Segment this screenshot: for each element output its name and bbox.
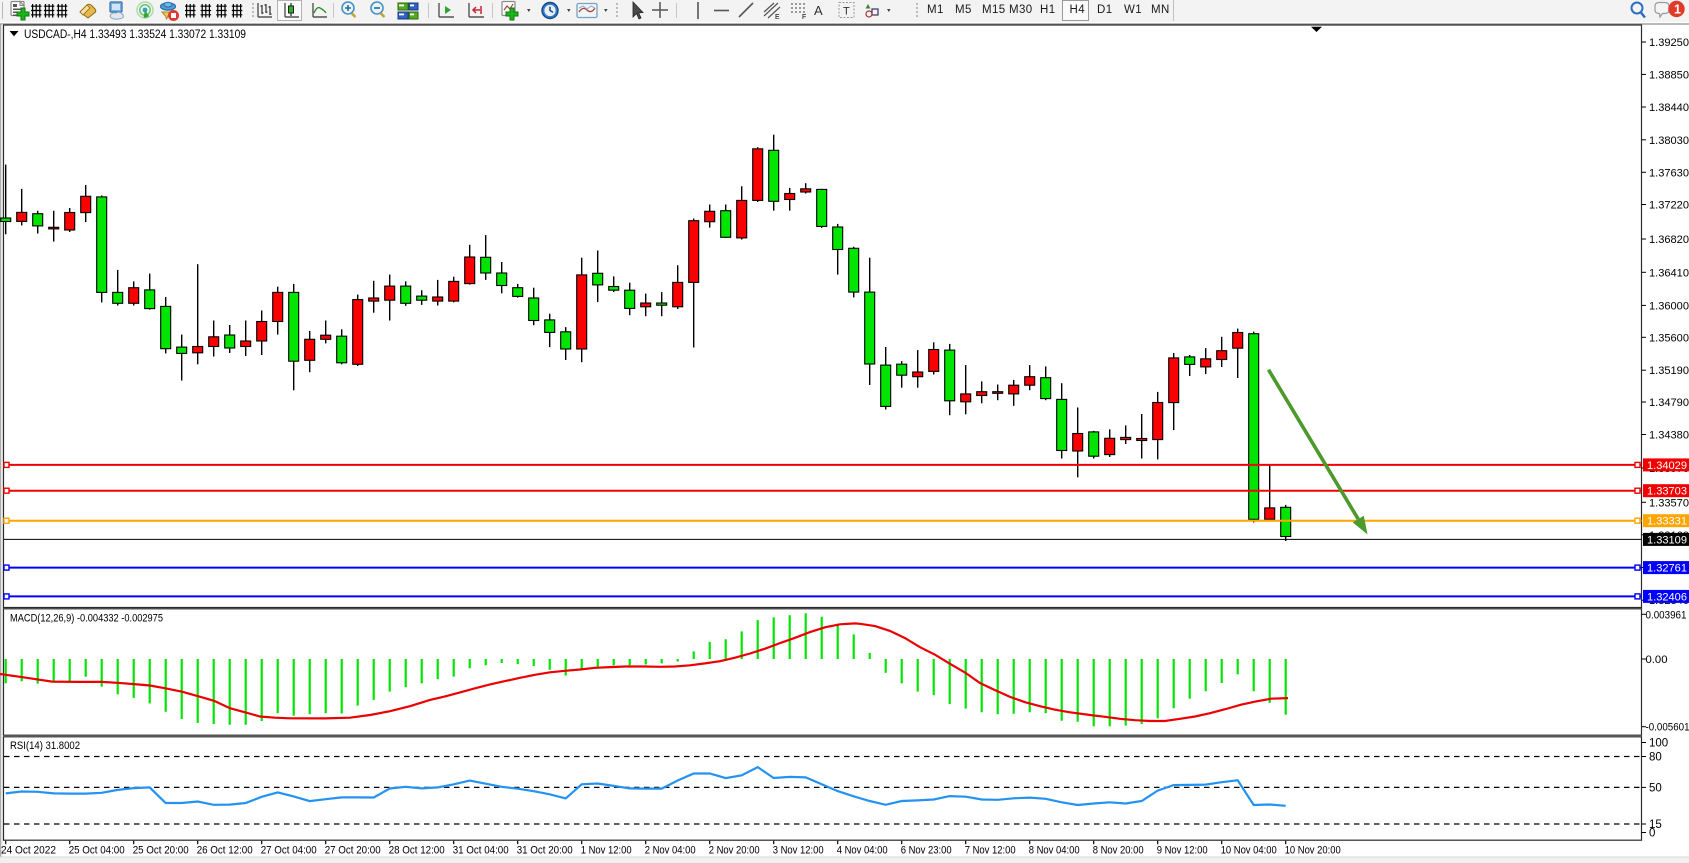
svg-text:8 Nov 04:00: 8 Nov 04:00 bbox=[1029, 845, 1080, 857]
svg-text:31 Oct 04:00: 31 Oct 04:00 bbox=[453, 845, 509, 857]
svg-text:1.34380: 1.34380 bbox=[1649, 430, 1689, 442]
svg-text:MACD(12,26,9) -0.004332 -0.002: MACD(12,26,9) -0.004332 -0.002975 bbox=[10, 613, 163, 625]
svg-text:0.003961: 0.003961 bbox=[1646, 609, 1687, 621]
svg-text:31 Oct 20:00: 31 Oct 20:00 bbox=[517, 845, 573, 857]
svg-text:2 Nov 04:00: 2 Nov 04:00 bbox=[645, 845, 696, 857]
svg-text:F: F bbox=[802, 14, 806, 21]
svg-text:3 Nov 12:00: 3 Nov 12:00 bbox=[773, 845, 824, 857]
svg-text:E: E bbox=[775, 14, 780, 21]
svg-text:1.38440: 1.38440 bbox=[1649, 102, 1689, 114]
svg-text:27 Oct 04:00: 27 Oct 04:00 bbox=[261, 845, 317, 857]
svg-text:1.32761: 1.32761 bbox=[1647, 563, 1687, 575]
svg-text:1.38030: 1.38030 bbox=[1649, 135, 1689, 147]
svg-text:1.39250: 1.39250 bbox=[1649, 37, 1689, 49]
svg-text:26 Oct 12:00: 26 Oct 12:00 bbox=[197, 845, 253, 857]
svg-text:USDCAD-,H4 1.33493 1.33524 1.: USDCAD-,H4 1.33493 1.33524 1.33072 1.331… bbox=[24, 27, 246, 41]
svg-text:28 Oct 12:00: 28 Oct 12:00 bbox=[389, 845, 445, 857]
svg-text:1.36410: 1.36410 bbox=[1649, 267, 1689, 279]
svg-text:80: 80 bbox=[1649, 752, 1662, 764]
svg-text:4 Nov 04:00: 4 Nov 04:00 bbox=[837, 845, 888, 857]
svg-text:0: 0 bbox=[1649, 828, 1655, 840]
svg-text:27 Oct 20:00: 27 Oct 20:00 bbox=[325, 845, 381, 857]
svg-text:0.00: 0.00 bbox=[1646, 654, 1668, 666]
svg-text:1.34790: 1.34790 bbox=[1649, 397, 1689, 409]
svg-text:24 Oct 2022: 24 Oct 2022 bbox=[1, 845, 56, 857]
svg-text:1.37220: 1.37220 bbox=[1649, 200, 1689, 212]
svg-text:10 Nov 20:00: 10 Nov 20:00 bbox=[1285, 845, 1341, 857]
svg-text:2 Nov 20:00: 2 Nov 20:00 bbox=[709, 845, 760, 857]
svg-text:1.33570: 1.33570 bbox=[1649, 497, 1689, 509]
svg-text:1.35600: 1.35600 bbox=[1649, 332, 1689, 344]
svg-text:1: 1 bbox=[1674, 3, 1681, 17]
svg-text:25 Oct 20:00: 25 Oct 20:00 bbox=[133, 845, 189, 857]
svg-text:15: 15 bbox=[1649, 819, 1662, 831]
svg-text:1.36820: 1.36820 bbox=[1649, 234, 1689, 246]
svg-text:10 Nov 04:00: 10 Nov 04:00 bbox=[1221, 845, 1277, 857]
svg-text:1.36000: 1.36000 bbox=[1649, 300, 1689, 312]
svg-text:1.33703: 1.33703 bbox=[1647, 486, 1687, 498]
svg-text:7 Nov 12:00: 7 Nov 12:00 bbox=[965, 845, 1016, 857]
svg-text:1.32406: 1.32406 bbox=[1647, 591, 1687, 603]
svg-text:1.34029: 1.34029 bbox=[1647, 460, 1687, 472]
svg-text:8 Nov 20:00: 8 Nov 20:00 bbox=[1093, 845, 1144, 857]
svg-text:50: 50 bbox=[1649, 782, 1662, 794]
svg-text:1.35190: 1.35190 bbox=[1649, 365, 1689, 377]
svg-text:RSI(14) 31.8002: RSI(14) 31.8002 bbox=[10, 740, 80, 752]
svg-text:1.37630: 1.37630 bbox=[1649, 167, 1689, 179]
svg-text:-0.005601: -0.005601 bbox=[1646, 722, 1689, 734]
svg-text:1.38850: 1.38850 bbox=[1649, 69, 1689, 81]
svg-text:1 Nov 12:00: 1 Nov 12:00 bbox=[581, 845, 632, 857]
svg-text:25 Oct 04:00: 25 Oct 04:00 bbox=[69, 845, 125, 857]
svg-text:6 Nov 23:00: 6 Nov 23:00 bbox=[901, 845, 952, 857]
svg-text:T: T bbox=[843, 6, 850, 18]
svg-text:9 Nov 12:00: 9 Nov 12:00 bbox=[1157, 845, 1208, 857]
svg-text:100: 100 bbox=[1649, 738, 1668, 750]
svg-text:1.33109: 1.33109 bbox=[1647, 534, 1687, 546]
svg-text:1.33331: 1.33331 bbox=[1647, 516, 1687, 528]
